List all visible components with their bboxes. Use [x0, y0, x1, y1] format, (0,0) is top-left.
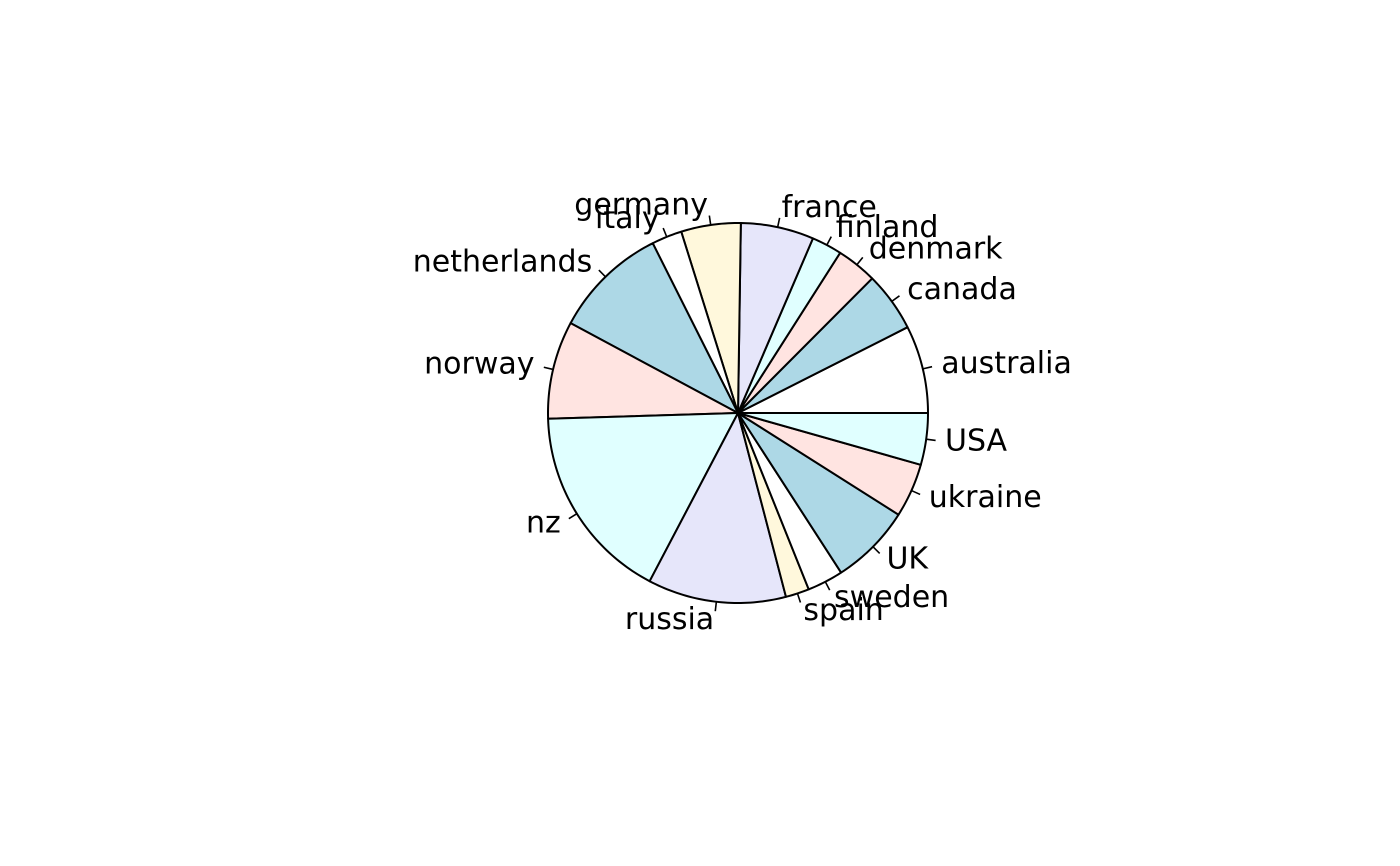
tick-uk — [872, 546, 881, 554]
label-nz: nz — [526, 505, 561, 540]
slice-france — [737, 222, 814, 414]
slice-australia — [737, 326, 929, 414]
tick-sweden — [824, 581, 831, 591]
label-netherlands: netherlands — [413, 245, 592, 280]
tick-australia — [922, 365, 933, 370]
tick-nz — [568, 513, 578, 520]
tick-norway — [543, 366, 554, 371]
label-australia: australia — [941, 346, 1072, 381]
slice-russia — [648, 412, 787, 604]
label-ticks — [543, 215, 936, 612]
tick-denmark — [856, 256, 864, 266]
tick-netherlands — [598, 269, 607, 278]
label-uk: UK — [886, 542, 929, 577]
slice-germany — [680, 222, 742, 414]
label-finland: finland — [836, 210, 939, 245]
slice-denmark — [737, 251, 874, 414]
label-germany: germany — [574, 188, 708, 223]
tick-italy — [662, 227, 668, 238]
pie-slices — [547, 222, 929, 604]
label-canada: canada — [907, 272, 1017, 307]
label-sweden: sweden — [834, 580, 949, 615]
tick-ukraine — [911, 489, 921, 496]
label-norway: norway — [424, 347, 534, 382]
tick-spain — [796, 593, 802, 603]
label-usa: USA — [945, 423, 1008, 458]
tick-canada — [891, 295, 900, 303]
tick-usa — [926, 438, 936, 442]
label-italy: italy — [595, 201, 660, 236]
label-denmark: denmark — [869, 231, 1003, 266]
tick-finland — [826, 236, 832, 246]
tick-germany — [708, 215, 712, 226]
slice-ukraine — [737, 412, 922, 516]
tick-france — [776, 217, 781, 228]
tick-russia — [714, 601, 718, 612]
slice-nz — [547, 412, 739, 583]
label-spain: spain — [803, 593, 883, 628]
label-france: france — [782, 190, 877, 225]
label-russia: russia — [625, 602, 714, 637]
slice-canada — [737, 277, 909, 414]
label-ukraine: ukraine — [929, 480, 1042, 515]
